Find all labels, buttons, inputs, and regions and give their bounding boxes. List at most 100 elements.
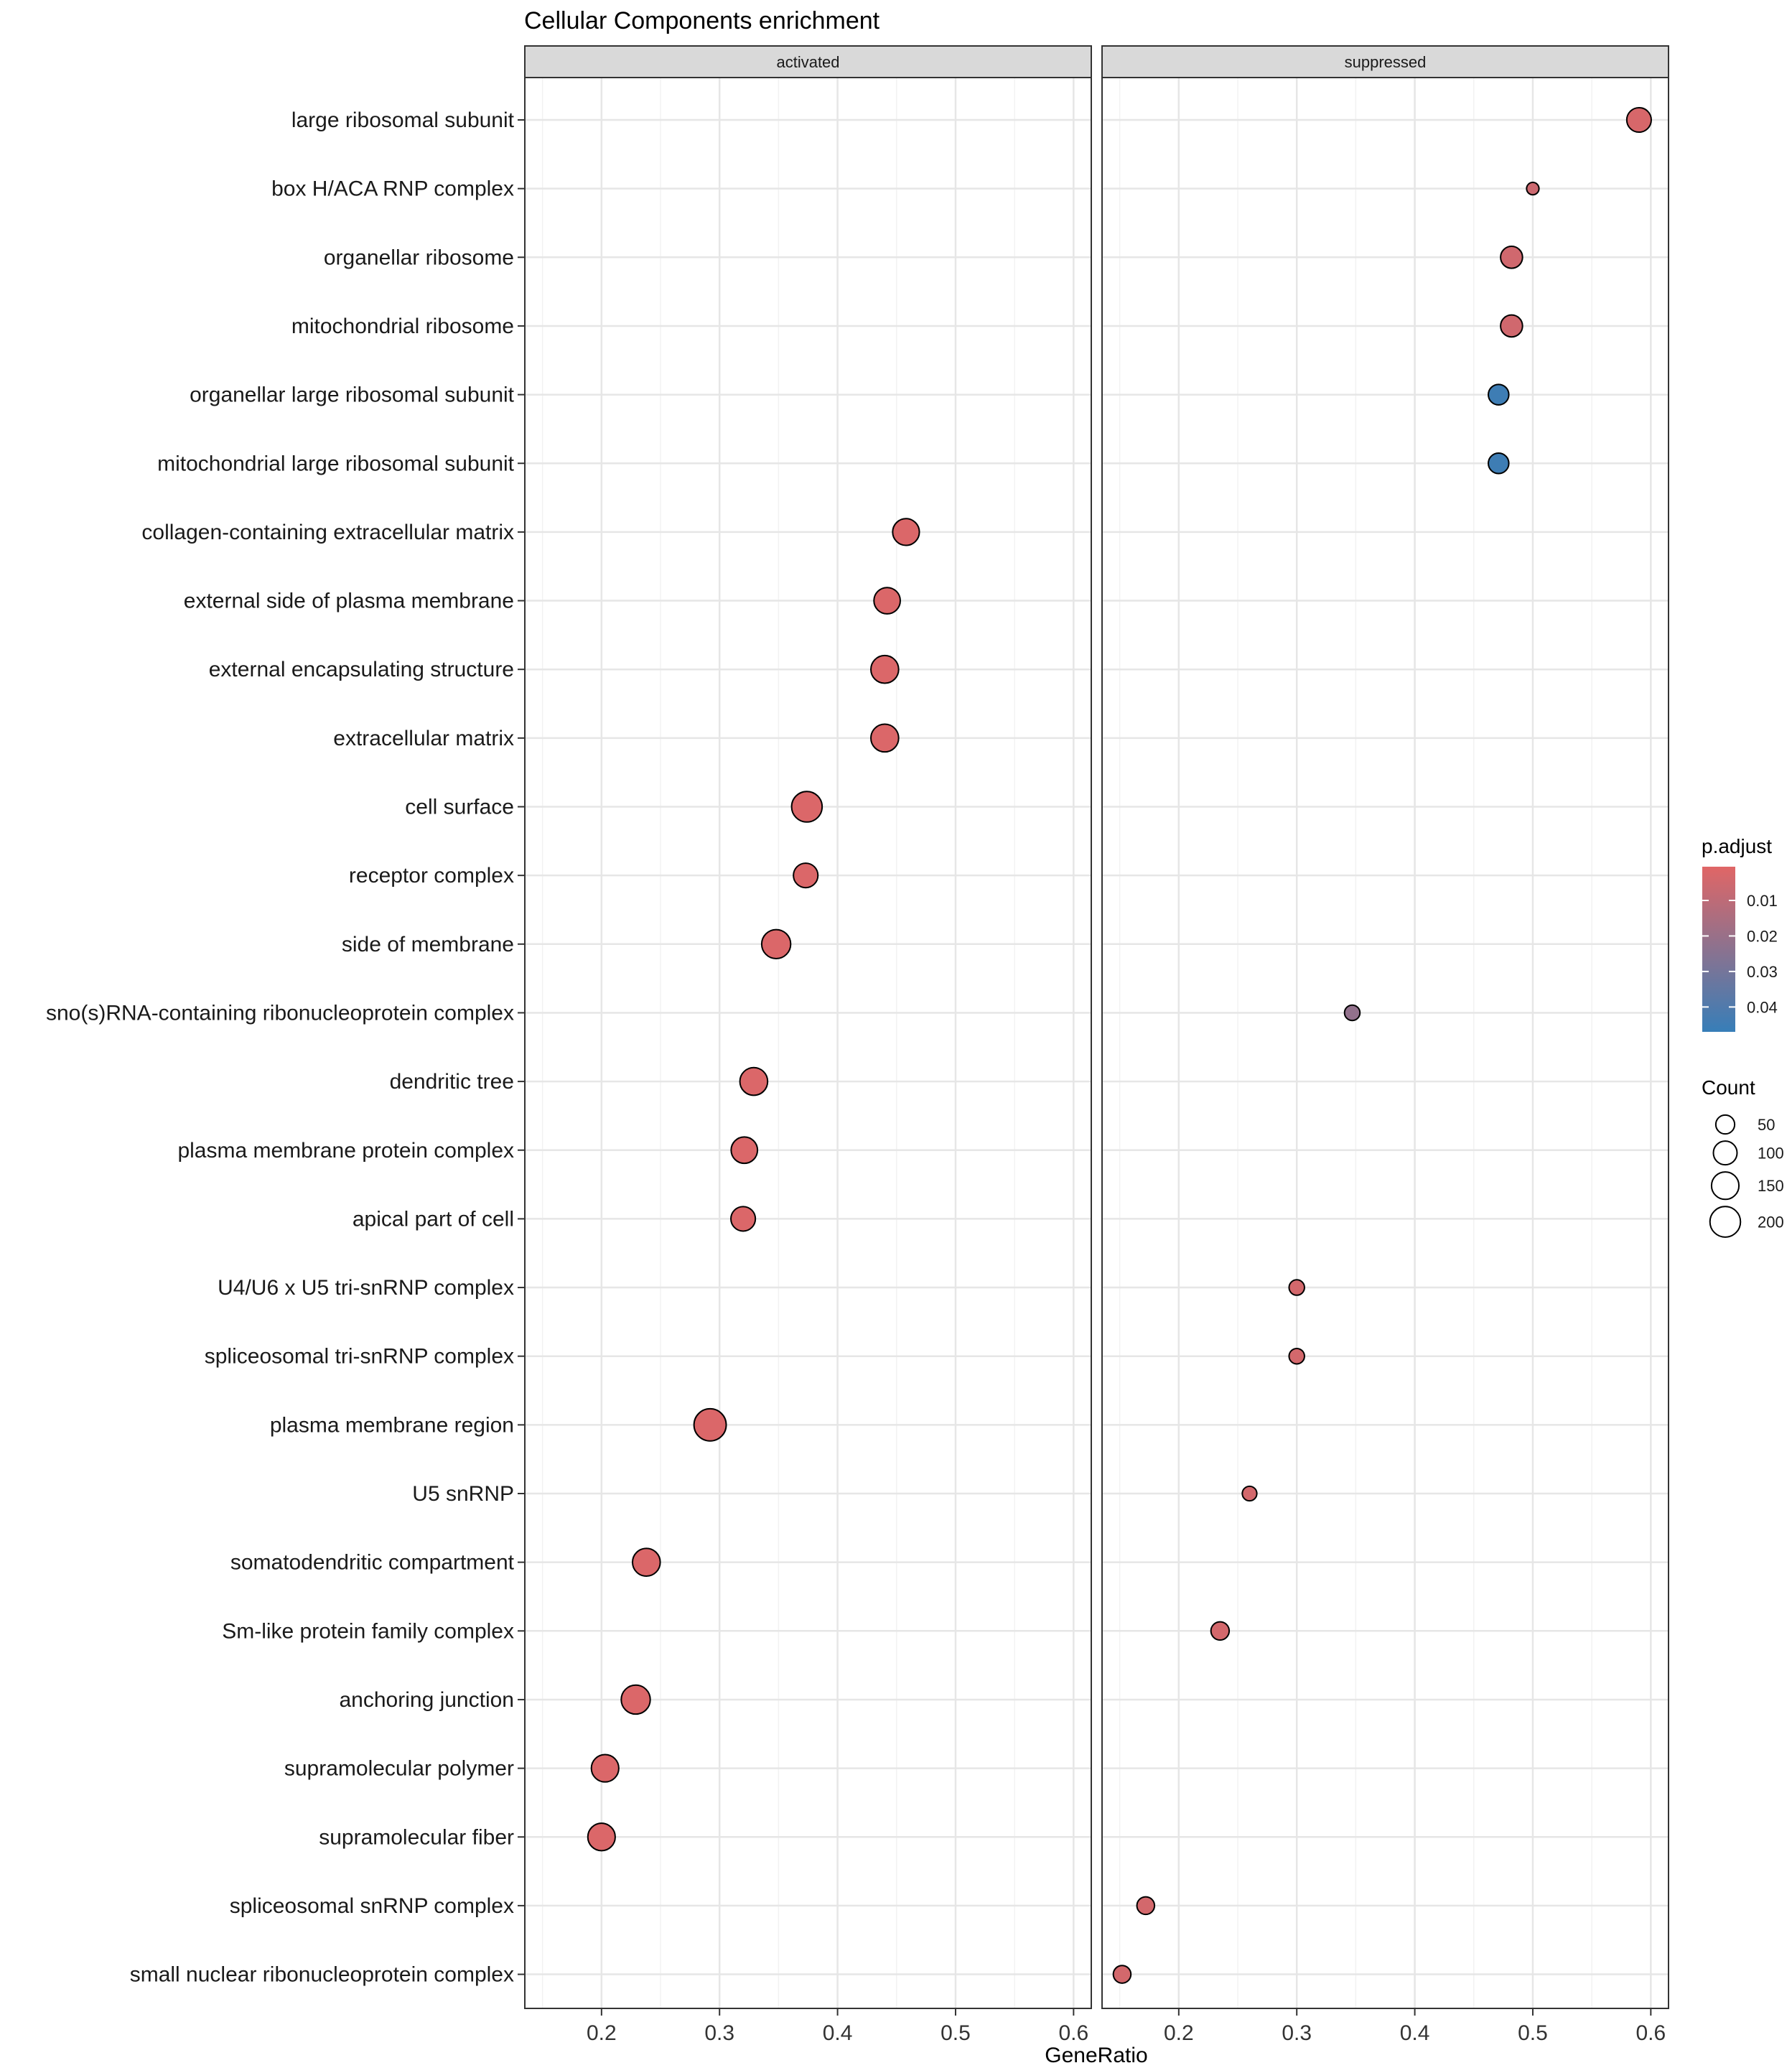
x-tick-label: 0.4 [823,2021,853,2045]
data-point [590,1753,620,1783]
size-legend-title: Count [1702,1076,1755,1099]
y-tick-label: small nuclear ribonucleoprotein complex [130,1963,514,1987]
color-legend-title: p.adjust [1702,835,1772,857]
data-point [1500,314,1523,338]
data-point [631,1547,661,1577]
data-point [1526,182,1540,196]
color-legend: p.adjust 0.01 0.02 0.03 0.04 [1702,835,1778,1032]
y-tick-label: spliceosomal snRNP complex [230,1894,514,1918]
y-tick-label: organellar large ribosomal subunit [190,383,515,407]
data-point [892,518,920,546]
data-point [1500,246,1523,269]
y-tick-label: external side of plasma membrane [184,590,514,613]
y-tick-label: collagen-containing extracellular matrix [141,521,514,544]
y-tick-label: plasma membrane protein complex [177,1139,514,1163]
facet-strip-label-activated: activated [776,53,839,71]
data-point [587,1822,616,1852]
y-tick-label: side of membrane [342,933,514,956]
y-tick-label: sno(s)RNA-containing ribonucleoprotein c… [46,1001,514,1025]
panel-border-activated [524,77,1092,2009]
data-point [790,791,823,823]
size-legend-circle [1710,1171,1740,1201]
color-legend-label: 0.01 [1747,892,1778,910]
size-legend-label: 100 [1758,1145,1784,1163]
color-legend-label: 0.03 [1747,963,1778,981]
y-tick-label: extracellular matrix [333,727,514,750]
data-point [870,723,900,753]
facet-strip-activated [524,45,1092,78]
x-axis-title: GeneRatio [1045,2044,1147,2067]
y-tick-label: plasma membrane region [270,1413,514,1437]
data-point [793,862,819,889]
y-tick-label: mitochondrial ribosome [291,315,514,338]
x-tick-label: 0.5 [1518,2021,1548,2045]
grid-suppressed [1102,78,1669,2008]
y-tick-label: somatodendritic compartment [230,1551,515,1575]
data-point [1241,1485,1258,1502]
y-tick-label: U5 snRNP [412,1482,514,1506]
y-tick-label: dendritic tree [390,1070,514,1094]
data-point [1288,1347,1305,1365]
data-point [1488,383,1510,406]
y-tick-label: receptor complex [349,864,514,888]
x-tick-label: 0.5 [941,2021,971,2045]
x-axis-activated: 0.2 0.3 0.4 0.5 0.6 [587,2008,1088,2045]
data-point [1136,1896,1156,1916]
data-point [1288,1279,1305,1296]
y-tick-label: supramolecular polymer [284,1757,514,1781]
y-tick-label: cell surface [405,796,514,819]
data-point [693,1407,727,1442]
data-point [1488,452,1510,475]
y-tick-label: U4/U6 x U5 tri-snRNP complex [218,1276,514,1300]
facet-strip-label-suppressed: suppressed [1345,53,1427,71]
size-legend-circle [1709,1206,1742,1238]
y-tick-label: spliceosomal tri-snRNP complex [205,1345,514,1369]
x-tick-label: 0.6 [1058,2021,1088,2045]
data-point [730,1136,759,1165]
y-tick-label: apical part of cell [353,1207,514,1231]
x-tick-label: 0.3 [1282,2021,1312,2045]
size-legend-label: 50 [1758,1116,1775,1134]
color-legend-bar [1702,867,1735,1032]
data-point [739,1066,769,1096]
x-tick-label: 0.4 [1400,2021,1430,2045]
data-point [620,1684,651,1715]
data-point [760,928,792,960]
y-tick-label: box H/ACA RNP complex [271,177,514,201]
facet-suppressed: suppressed 0.2 0.3 0.4 0.5 0.6 [1101,45,1669,2045]
data-point [1343,1004,1361,1022]
size-legend: Count 50 100 150 200 [1702,1076,1784,1238]
x-tick-label: 0.6 [1635,2021,1666,2045]
x-axis-suppressed: 0.2 0.3 0.4 0.5 0.6 [1164,2008,1666,2045]
data-point [730,1206,757,1232]
y-tick-label: external encapsulating structure [209,658,514,681]
y-tick-label: organellar ribosome [324,246,514,269]
y-tick-label: large ribosomal subunit [291,108,515,132]
y-tick-label: mitochondrial large ribosomal subunit [157,452,515,475]
y-tick-label: supramolecular fiber [319,1825,514,1849]
data-point [870,654,900,684]
x-tick-label: 0.3 [704,2021,734,2045]
color-legend-label: 0.04 [1747,998,1778,1016]
points-suppressed [1112,106,1652,1984]
size-legend-circle [1712,1140,1738,1166]
panel-border-suppressed [1101,77,1669,2009]
data-point [1112,1965,1132,1984]
y-tick-label: anchoring junction [339,1688,514,1712]
chart-title: Cellular Components enrichment [524,7,880,34]
data-point [1625,106,1652,134]
x-tick-label: 0.2 [587,2021,617,2045]
y-tick-label: Sm-like protein family complex [222,1619,514,1643]
facet-activated: activated 0.2 0.3 0.4 0.5 0.6 [524,45,1092,2045]
facet-strip-suppressed [1101,45,1669,78]
size-legend-label: 150 [1758,1177,1784,1195]
y-axis-labels: large ribosomal subunit box H/ACA RNP com… [46,108,525,1987]
points-activated [587,518,920,1852]
size-legend-label: 200 [1758,1214,1784,1231]
data-point [1210,1621,1231,1641]
color-legend-label: 0.02 [1747,927,1778,945]
size-legend-circle [1714,1114,1736,1135]
data-point [873,587,901,615]
x-tick-label: 0.2 [1164,2021,1194,2045]
